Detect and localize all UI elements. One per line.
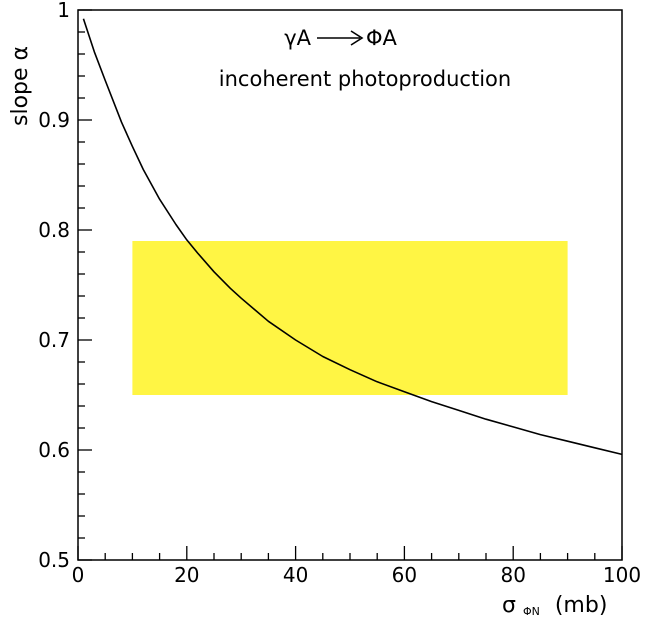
- y-tick-label: 0.6: [38, 438, 70, 462]
- reaction-left: γA: [284, 26, 311, 50]
- x-axis-title-symbol: σ: [502, 593, 516, 618]
- reaction-right: ΦA: [366, 26, 398, 50]
- x-tick-label: 80: [500, 563, 525, 587]
- data-band: [132, 241, 568, 395]
- annotation-label: incoherent photoproduction: [219, 67, 511, 91]
- y-tick-label: 1: [57, 0, 70, 22]
- x-tick-label: 60: [392, 563, 417, 587]
- x-tick-label: 0: [72, 563, 85, 587]
- y-tick-label: 0.8: [38, 218, 70, 242]
- y-tick-label: 0.7: [38, 328, 70, 352]
- y-tick-label: 0.5: [38, 548, 70, 572]
- y-axis-title: slope α: [8, 46, 33, 126]
- x-axis-title: σ ΦN (mb): [502, 593, 607, 621]
- x-axis-title-unit: (mb): [555, 593, 608, 618]
- arrow-icon: [317, 30, 364, 46]
- y-tick-label: 0.9: [38, 108, 70, 132]
- series-line: [82, 18, 623, 456]
- x-tick-label: 20: [174, 563, 199, 587]
- x-tick-label: 40: [283, 563, 308, 587]
- x-axis-title-subscript: ΦN: [523, 605, 540, 618]
- x-tick-label: 100: [603, 563, 641, 587]
